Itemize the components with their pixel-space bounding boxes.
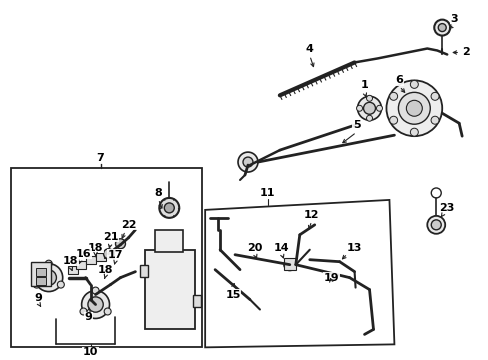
Text: 2: 2	[461, 48, 469, 58]
Circle shape	[103, 249, 113, 259]
Circle shape	[357, 96, 381, 120]
Circle shape	[427, 216, 444, 234]
Text: 17: 17	[107, 250, 123, 260]
Circle shape	[57, 281, 64, 288]
Circle shape	[243, 157, 252, 167]
Text: 19: 19	[323, 273, 339, 283]
Text: 12: 12	[304, 210, 319, 220]
Text: 8: 8	[154, 188, 162, 198]
Circle shape	[386, 80, 441, 136]
Circle shape	[33, 281, 40, 288]
Bar	[193, 294, 201, 306]
Circle shape	[41, 270, 56, 285]
Text: 10: 10	[83, 347, 98, 357]
Circle shape	[366, 95, 372, 101]
Bar	[155, 230, 183, 252]
Text: 18: 18	[98, 265, 113, 275]
Bar	[76, 261, 85, 269]
Circle shape	[437, 24, 446, 32]
Text: 23: 23	[439, 203, 454, 213]
Bar	[283, 258, 295, 270]
Circle shape	[159, 198, 179, 218]
Text: 6: 6	[395, 75, 403, 85]
Text: 21: 21	[102, 232, 118, 242]
Circle shape	[92, 287, 99, 294]
Text: 20: 20	[247, 243, 262, 253]
Circle shape	[376, 105, 382, 111]
Circle shape	[81, 291, 109, 319]
Circle shape	[406, 100, 422, 116]
Bar	[145, 250, 195, 329]
Circle shape	[104, 308, 111, 315]
Text: 5: 5	[352, 120, 360, 130]
Bar	[11, 168, 202, 347]
Circle shape	[35, 264, 62, 292]
Text: 22: 22	[121, 220, 136, 230]
Circle shape	[88, 297, 103, 312]
Text: 15: 15	[225, 289, 240, 300]
Text: 9: 9	[35, 293, 42, 302]
Text: 11: 11	[260, 188, 275, 198]
Text: 16: 16	[76, 249, 91, 259]
Bar	[31, 262, 51, 285]
Bar	[95, 253, 105, 261]
Circle shape	[389, 92, 397, 100]
Text: 3: 3	[449, 14, 457, 24]
Circle shape	[45, 260, 52, 267]
Text: 7: 7	[97, 153, 104, 163]
Text: 13: 13	[346, 243, 362, 253]
Circle shape	[283, 259, 295, 271]
Circle shape	[115, 239, 125, 249]
Circle shape	[398, 92, 429, 124]
Text: 9: 9	[84, 312, 92, 323]
Circle shape	[409, 128, 417, 136]
Text: 18: 18	[88, 243, 103, 253]
Bar	[36, 276, 46, 285]
Text: 4: 4	[305, 44, 313, 54]
Bar	[85, 256, 95, 264]
Circle shape	[164, 203, 174, 213]
Circle shape	[366, 115, 372, 121]
Circle shape	[389, 116, 397, 124]
Text: 14: 14	[273, 243, 289, 253]
Bar	[36, 268, 46, 276]
Text: 1: 1	[360, 80, 367, 90]
Bar	[67, 266, 78, 274]
Circle shape	[238, 152, 258, 172]
Bar	[103, 250, 113, 258]
Circle shape	[433, 20, 449, 36]
Circle shape	[363, 102, 375, 114]
Bar	[140, 265, 148, 276]
Circle shape	[409, 80, 417, 88]
Circle shape	[80, 308, 87, 315]
Circle shape	[430, 92, 438, 100]
Circle shape	[356, 105, 362, 111]
Text: 18: 18	[63, 256, 78, 266]
Circle shape	[430, 220, 440, 230]
Circle shape	[430, 116, 438, 124]
